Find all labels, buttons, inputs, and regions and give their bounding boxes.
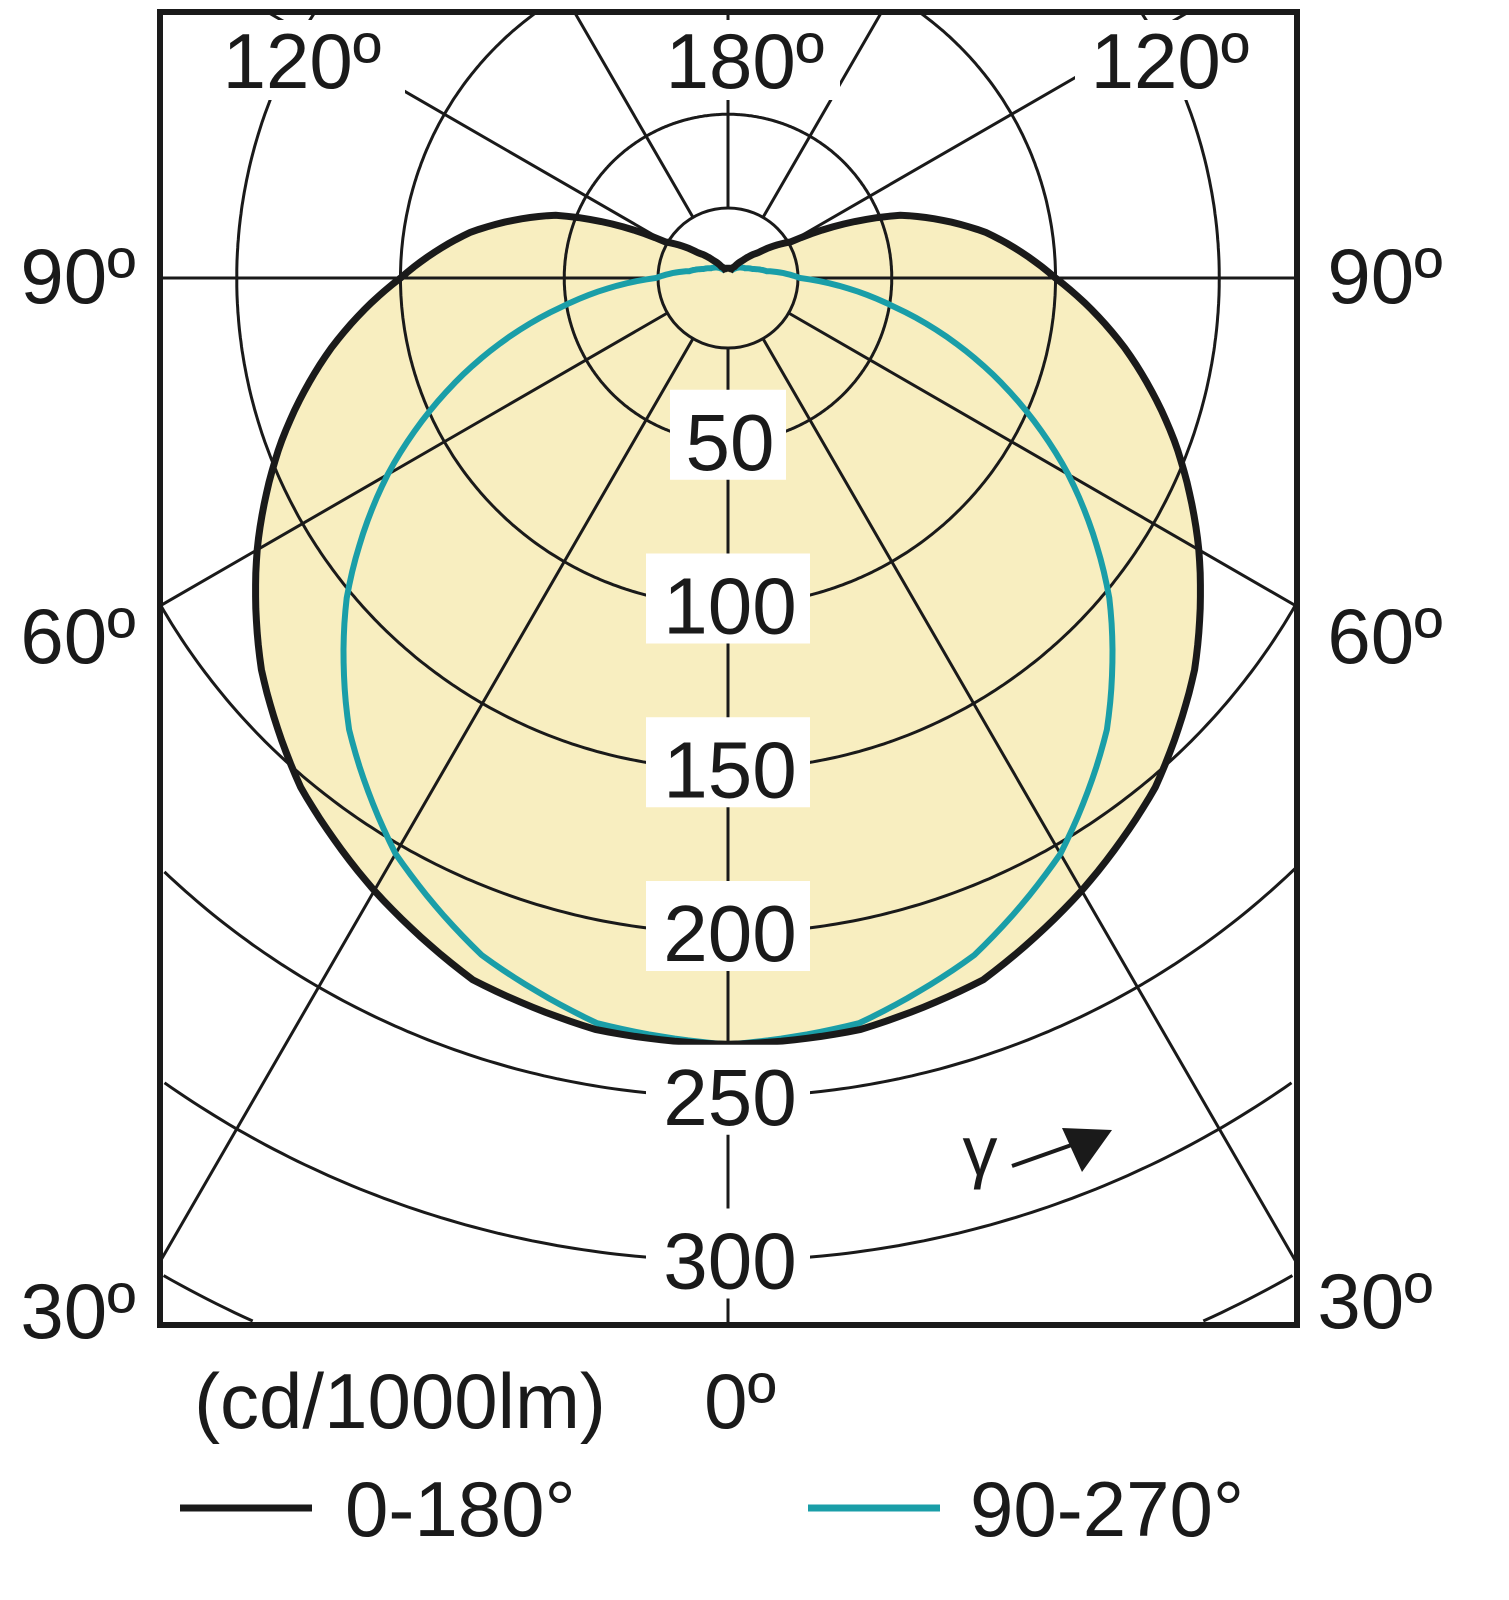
grid-spoke	[787, 311, 1297, 608]
gamma-indicator: γ	[963, 1112, 1112, 1190]
angle-label-120-left: 120º	[223, 17, 382, 105]
angle-label-180: 180º	[666, 17, 825, 105]
grid-ring	[163, 1081, 1293, 1262]
ring-label: 100	[663, 562, 796, 651]
angle-label-30-right: 30º	[1317, 1257, 1432, 1345]
ring-label-bg	[646, 881, 810, 971]
angle-label-0: 0º	[704, 1357, 776, 1445]
ring-label: 50	[686, 398, 775, 487]
grid-spoke	[573, 12, 695, 219]
ring-label: 250	[663, 1053, 796, 1142]
angle-label-120-right: 120º	[1091, 17, 1250, 105]
ring-label: 150	[663, 725, 796, 814]
ring-label-bg	[646, 1044, 810, 1135]
grid-ring	[162, 1274, 1294, 1323]
series-0-180-curve	[252, 211, 1204, 1048]
ring-label-bg	[646, 1208, 810, 1299]
ring-label: 200	[663, 889, 796, 978]
legend-label-90-270: 90-270°	[970, 1465, 1244, 1553]
grid-spoke	[160, 337, 695, 1263]
grid-spoke	[761, 337, 1297, 1265]
ring-labels: 50 100 150 200 250 300	[646, 389, 810, 1306]
ring-label: 300	[663, 1217, 796, 1306]
chart-frame	[157, 9, 1300, 1328]
grid-ring	[163, 865, 1297, 1099]
ring-label-bg	[646, 553, 810, 644]
ring-label-bg	[646, 717, 810, 808]
grid-spoke	[761, 12, 883, 219]
gamma-arrow-head-icon	[1062, 1128, 1112, 1172]
angle-label-30-left: 30º	[20, 1267, 135, 1355]
gamma-symbol: γ	[963, 1112, 998, 1190]
legend-label-0-180: 0-180°	[345, 1465, 576, 1553]
grid-spoke	[160, 311, 669, 608]
angle-label-90-right: 90º	[1327, 232, 1442, 320]
angle-label-60-left: 60º	[20, 592, 135, 680]
gamma-arrow-shaft	[1011, 1140, 1081, 1168]
angle-label-90-left: 90º	[20, 232, 135, 320]
angle-label-60-right: 60º	[1327, 592, 1442, 680]
ring-label-bg	[670, 389, 786, 480]
legend: 0-180° 90-270°	[180, 1465, 1244, 1553]
grid-ring	[235, 13, 1221, 771]
unit-label: (cd/1000lm)	[194, 1357, 606, 1445]
